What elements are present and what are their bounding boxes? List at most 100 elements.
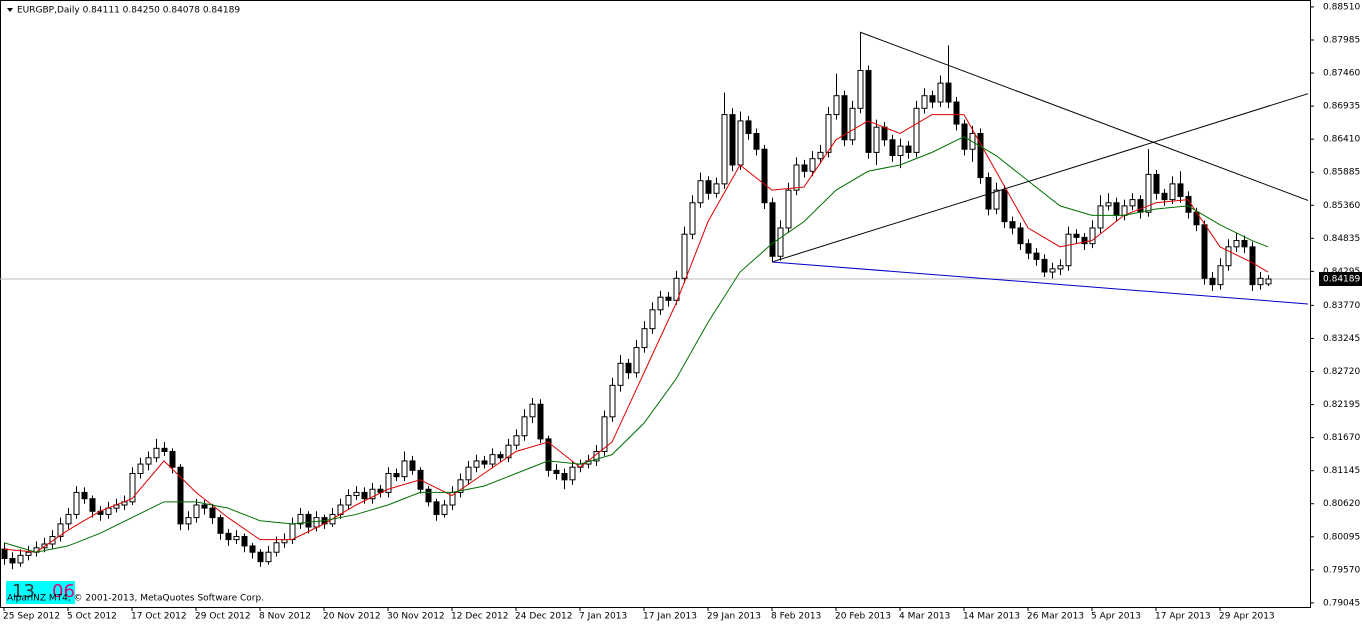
trendline [771, 93, 1309, 263]
y-tick-label: 0.79570 [1323, 565, 1360, 575]
candle-body [929, 95, 936, 103]
candle-body [433, 501, 440, 515]
candle-body [561, 473, 568, 481]
y-tick-label: 0.82720 [1323, 367, 1360, 377]
candle-body [81, 491, 88, 500]
candle-body [1, 548, 8, 560]
candle-body [1217, 265, 1224, 286]
candle-body [897, 145, 904, 157]
candle-body [769, 202, 776, 257]
candle-body [657, 296, 664, 311]
y-tick-label: 0.83245 [1323, 334, 1360, 344]
candle-body [673, 277, 680, 301]
candle-body [1137, 199, 1144, 213]
candle-body [625, 362, 632, 374]
candle-body [1025, 243, 1032, 254]
candle-body [1185, 195, 1192, 213]
timer-minutes: 06 [52, 581, 75, 602]
candle-body [1001, 189, 1008, 223]
candle-body [601, 416, 608, 452]
candle-body [425, 488, 432, 503]
candle-body [841, 95, 848, 141]
candle-body [441, 504, 448, 515]
candle-body [145, 457, 152, 465]
candle-body [353, 491, 360, 497]
x-tick-label: 8 Nov 2012 [259, 612, 311, 622]
y-tick-label: 0.88510 [1323, 2, 1360, 12]
timer-box [6, 581, 75, 604]
candle-body [921, 95, 928, 109]
candle-body [745, 120, 752, 134]
candle-body [977, 132, 984, 179]
y-tick-label: 0.81670 [1323, 433, 1360, 443]
x-tick-label: 25 Sep 2012 [3, 612, 60, 622]
candle-body [1241, 240, 1248, 248]
x-tick-label: 30 Nov 2012 [387, 612, 445, 622]
candle-body [457, 479, 464, 493]
x-tick-label: 29 Jan 2013 [707, 612, 761, 622]
candle-body [25, 551, 32, 556]
candle-body [825, 114, 832, 153]
candle-body [513, 435, 520, 446]
candle-body [1209, 277, 1216, 286]
candle-body [225, 532, 232, 541]
trendline [771, 261, 1309, 305]
candle-body [473, 460, 480, 468]
candle-body [1105, 202, 1112, 207]
candle-body [409, 460, 416, 471]
candle-body [937, 82, 944, 103]
last-price-label: 0.84189 [1323, 275, 1360, 285]
candle-body [393, 473, 400, 478]
candle-body [889, 139, 896, 157]
candle-body [1033, 252, 1040, 260]
candle-body [865, 70, 872, 153]
candle-body [273, 542, 280, 553]
candle-body [537, 403, 544, 440]
candle-body [873, 126, 880, 153]
candle-body [617, 362, 624, 386]
candle-body [1049, 268, 1056, 273]
x-tick-label: 29 Oct 2012 [195, 612, 251, 622]
candle-body [233, 535, 240, 541]
candle-body [609, 384, 616, 418]
candle-body [553, 469, 560, 475]
y-tick-label: 0.87985 [1323, 35, 1360, 45]
y-tick-label: 0.80095 [1323, 532, 1360, 542]
y-tick-label: 0.80620 [1323, 499, 1360, 509]
candle-body [465, 466, 472, 481]
candle-body [249, 545, 256, 553]
candle-body [785, 189, 792, 229]
candle-body [1113, 202, 1120, 216]
candle-body [1009, 221, 1016, 229]
y-tick-label: 0.83770 [1323, 301, 1360, 311]
candle-body [217, 517, 224, 534]
candle-body [1081, 236, 1088, 245]
timer-hours: 13 [12, 581, 35, 602]
moving-average [3, 114, 1269, 553]
x-tick-label: 14 Mar 2013 [963, 612, 1020, 622]
candle-body [729, 114, 736, 166]
candle-body [361, 491, 368, 500]
candle-body [753, 132, 760, 150]
y-tick-label: 0.84295 [1323, 267, 1360, 277]
candle-body [801, 164, 808, 172]
candle-body [9, 558, 16, 564]
candle-body [305, 513, 312, 528]
last-price-box [1319, 272, 1362, 287]
x-tick-label: 12 Dec 2012 [451, 612, 509, 622]
candle-body [497, 454, 504, 459]
y-tick-label: 0.87460 [1323, 69, 1360, 79]
candle-body [1017, 227, 1024, 245]
menu-triangle [7, 8, 13, 12]
x-tick-label: 20 Feb 2013 [835, 612, 891, 622]
y-tick-label: 0.79045 [1323, 598, 1360, 608]
candle-body [1153, 173, 1160, 194]
candle-body [1177, 183, 1184, 197]
candle-body [849, 107, 856, 141]
candle-body [1169, 183, 1176, 201]
y-tick-label: 0.86935 [1323, 102, 1360, 112]
candle-body [1201, 224, 1208, 279]
candle-body [73, 491, 80, 515]
x-tick-label: 20 Nov 2012 [323, 612, 381, 622]
